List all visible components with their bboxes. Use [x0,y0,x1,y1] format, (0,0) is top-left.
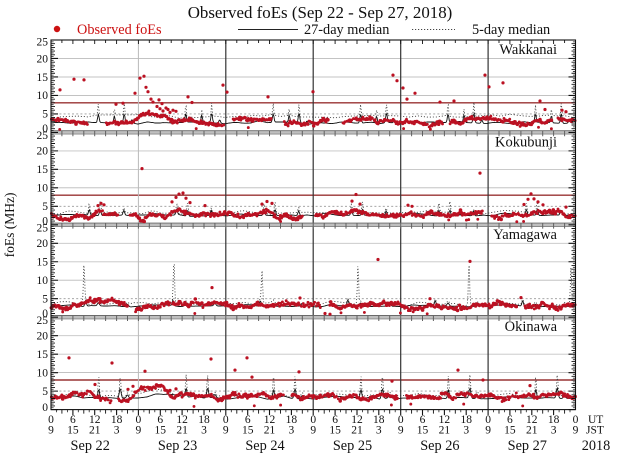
svg-text:20: 20 [37,331,49,343]
svg-text:15: 15 [37,349,49,361]
svg-text:3: 3 [376,425,382,437]
svg-text:0: 0 [223,414,229,426]
svg-text:3: 3 [463,425,469,437]
svg-text:3: 3 [551,425,557,437]
svg-text:Sep 24: Sep 24 [245,438,284,454]
svg-text:9: 9 [310,425,316,437]
svg-text:15: 15 [329,425,341,437]
svg-text:25: 25 [37,36,49,48]
svg-text:20: 20 [37,53,49,65]
svg-text:21: 21 [526,425,538,437]
svg-text:18: 18 [460,414,472,426]
svg-text:0: 0 [48,414,54,426]
svg-text:2018: 2018 [582,438,611,454]
svg-text:Okinawa: Okinawa [505,319,558,335]
svg-text:15: 15 [67,425,79,437]
svg-text:foEs (MHz): foEs (MHz) [2,193,17,258]
svg-text:6: 6 [70,414,76,426]
svg-text:12: 12 [526,414,538,426]
svg-text:18: 18 [373,414,385,426]
svg-text:Sep 25: Sep 25 [333,438,372,454]
svg-text:3: 3 [114,425,120,437]
svg-text:12: 12 [351,414,363,426]
svg-text:0: 0 [42,123,48,135]
svg-text:25: 25 [37,223,49,235]
svg-text:0: 0 [485,414,491,426]
svg-text:9: 9 [398,425,404,437]
svg-text:12: 12 [439,414,451,426]
svg-text:9: 9 [223,425,229,437]
svg-text:Sep 23: Sep 23 [158,438,197,454]
svg-text:5: 5 [42,201,48,213]
svg-text:6: 6 [420,414,426,426]
svg-text:15: 15 [37,72,49,84]
svg-text:6: 6 [332,414,338,426]
svg-text:18: 18 [548,414,560,426]
svg-text:27-day median: 27-day median [304,22,389,38]
svg-text:12: 12 [176,414,188,426]
svg-text:20: 20 [37,238,49,250]
svg-text:15: 15 [155,425,167,437]
svg-text:3: 3 [289,425,295,437]
svg-text:0: 0 [310,414,316,426]
svg-text:10: 10 [37,183,49,195]
svg-text:21: 21 [89,425,101,437]
svg-text:UT: UT [588,414,603,426]
svg-text:9: 9 [48,425,54,437]
svg-text:0: 0 [573,414,579,426]
svg-text:10: 10 [37,367,49,379]
svg-text:Observed foEs: Observed foEs [77,22,162,38]
svg-text:Wakkanai: Wakkanai [499,42,557,58]
svg-text:21: 21 [351,425,363,437]
svg-text:25: 25 [37,130,49,142]
svg-text:6: 6 [245,414,251,426]
svg-text:15: 15 [242,425,254,437]
svg-text:0: 0 [136,414,142,426]
svg-text:5-day median: 5-day median [472,22,550,38]
svg-text:Sep 22: Sep 22 [71,438,110,454]
svg-text:5: 5 [42,294,48,306]
svg-text:Sep 27: Sep 27 [508,438,547,454]
svg-text:6: 6 [507,414,513,426]
svg-text:6: 6 [157,414,163,426]
svg-text:0: 0 [398,414,404,426]
svg-text:10: 10 [37,275,49,287]
svg-text:21: 21 [264,425,276,437]
svg-text:Yamagawa: Yamagawa [493,227,557,243]
svg-text:9: 9 [485,425,491,437]
svg-text:9: 9 [136,425,142,437]
svg-text:0: 0 [42,308,48,320]
svg-text:Observed foEs (Sep 22 - Sep 27: Observed foEs (Sep 22 - Sep 27, 2018) [188,3,453,22]
svg-text:5: 5 [42,386,48,398]
svg-text:9: 9 [573,425,579,437]
svg-text:0: 0 [42,216,48,228]
svg-text:0: 0 [42,402,48,414]
svg-text:Kokubunji: Kokubunji [495,134,557,150]
svg-text:21: 21 [439,425,451,437]
svg-text:18: 18 [111,414,123,426]
svg-text:3: 3 [201,425,207,437]
svg-text:25: 25 [37,315,49,327]
svg-text:15: 15 [37,164,49,176]
svg-text:18: 18 [198,414,210,426]
svg-text:15: 15 [504,425,516,437]
svg-text:18: 18 [286,414,298,426]
svg-text:JST: JST [586,425,604,437]
svg-text:21: 21 [176,425,188,437]
svg-text:10: 10 [37,90,49,102]
svg-text:12: 12 [89,414,101,426]
svg-text:20: 20 [37,146,49,158]
svg-text:Sep 26: Sep 26 [420,438,459,454]
svg-text:12: 12 [264,414,276,426]
svg-text:5: 5 [42,109,48,121]
svg-text:15: 15 [37,257,49,269]
svg-text:15: 15 [417,425,429,437]
